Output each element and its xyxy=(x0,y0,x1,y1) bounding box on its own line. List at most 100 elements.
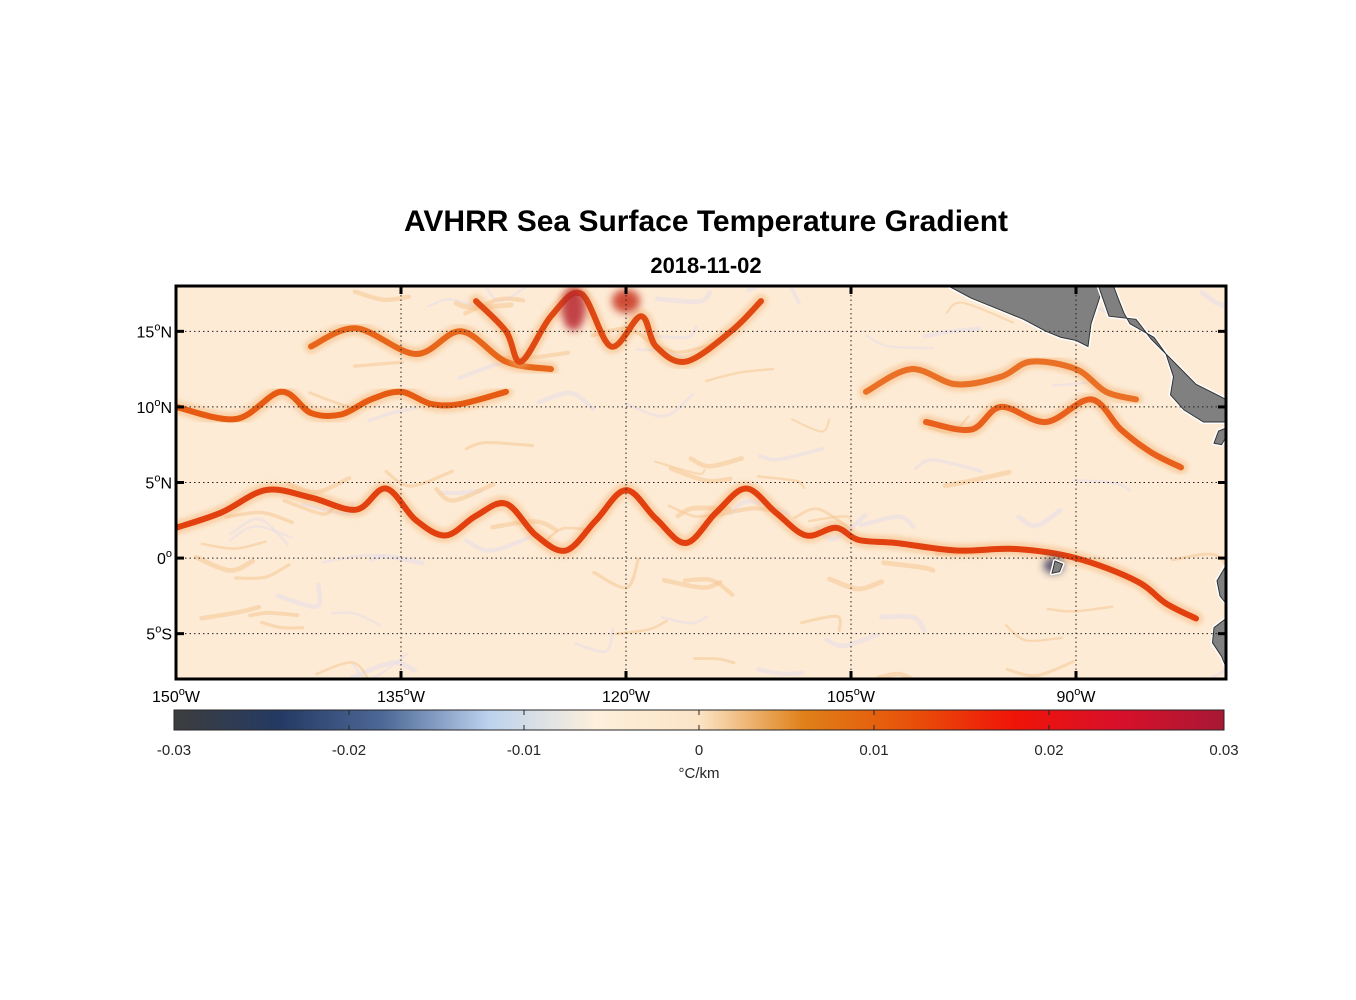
texture-swirl xyxy=(661,577,723,590)
texture-swirl xyxy=(624,393,695,418)
degree-mark: o xyxy=(154,473,160,485)
texture-swirl xyxy=(1005,660,1075,678)
texture-swirl xyxy=(693,657,736,665)
map-title: AVHRR Sea Surface Temperature Gradient xyxy=(403,205,1009,238)
map-subtitle: 2018-11-02 xyxy=(650,253,762,278)
texture-swirl xyxy=(463,534,534,553)
texture-swirl xyxy=(224,510,294,525)
hemisphere-letter: N xyxy=(160,324,172,341)
texture-swirl xyxy=(668,466,733,484)
map.lat_ticks-tick-label: 0o xyxy=(157,548,172,568)
colorbar-tick-label: 0 xyxy=(695,742,703,759)
texture-swirl xyxy=(1004,624,1064,643)
texture-swirl xyxy=(879,613,927,633)
colorbar-label: °C/km xyxy=(679,765,720,782)
upper-front-a xyxy=(473,289,764,365)
hemisphere-letter: N xyxy=(160,400,172,417)
texture-swirl xyxy=(434,482,496,503)
texture-swirl xyxy=(654,290,713,305)
texture-swirl xyxy=(827,576,885,592)
texture-swirl xyxy=(573,627,615,654)
texture-swirl xyxy=(705,367,775,383)
degree-mark: o xyxy=(629,686,635,698)
texture-swirl xyxy=(228,525,293,542)
colorbar-tick-label: 0.03 xyxy=(1209,742,1238,759)
tick-number: 90 xyxy=(1056,689,1074,706)
panama-landmass-outline xyxy=(1213,427,1226,446)
texture-swirl xyxy=(876,671,917,679)
texture-swirl xyxy=(914,458,983,473)
texture-swirl xyxy=(660,615,708,625)
texture-swirl xyxy=(248,610,300,618)
texture-swirl xyxy=(464,441,534,451)
texture-swirl xyxy=(384,469,454,488)
hemisphere-letter: W xyxy=(635,689,651,706)
map.lat_ticks-tick-label: 5oS xyxy=(146,624,172,644)
map.lat_ticks-tick-label: 5oN xyxy=(145,473,172,493)
tick-number: 15 xyxy=(137,324,155,341)
tick-number: 10 xyxy=(137,400,155,417)
equatorial-front xyxy=(176,485,1199,622)
map.lat_ticks-tick-label: 15oN xyxy=(137,321,172,341)
texture-swirl xyxy=(229,517,289,546)
texture-swirl xyxy=(260,620,305,630)
eastern-front xyxy=(923,396,1184,471)
texture-swirl xyxy=(653,460,706,475)
texture-swirl xyxy=(865,334,935,350)
texture-swirl xyxy=(352,289,411,303)
map.lon_ticks-tick-label: 150oW xyxy=(152,686,201,706)
texture-swirl xyxy=(199,604,262,621)
map.lat_ticks-tick-label: 10oN xyxy=(137,397,172,417)
south-america-landmass-outline xyxy=(1216,564,1226,605)
hemisphere-letter: W xyxy=(1080,689,1096,706)
tick-number: 120 xyxy=(602,689,629,706)
texture-swirl xyxy=(315,661,370,679)
colorbar-tick-label: 0.01 xyxy=(859,742,888,759)
texture-swirl xyxy=(536,390,596,411)
central-america-landmass-outline xyxy=(1097,286,1226,423)
degree-mark: o xyxy=(179,686,185,698)
hemisphere-letter: W xyxy=(860,689,876,706)
texture-swirl xyxy=(688,456,744,469)
hemisphere-letter: N xyxy=(160,476,172,493)
land-layer xyxy=(946,286,1226,669)
texture-swirl xyxy=(352,360,405,368)
sst-gradient-fronts xyxy=(176,286,1226,679)
degree-mark: o xyxy=(155,624,161,636)
map.lon_ticks-tick-label: 105oW xyxy=(827,686,876,706)
texture-swirl xyxy=(756,475,806,490)
texture-swirl xyxy=(193,554,255,573)
texture-swirl xyxy=(758,447,825,462)
northern-front-14n xyxy=(308,325,554,373)
texture-swirl xyxy=(653,325,698,340)
hemisphere-letter: W xyxy=(185,689,201,706)
texture-swirl xyxy=(790,418,831,433)
texture-swirl xyxy=(453,300,514,310)
texture-swirl xyxy=(463,296,526,316)
texture-swirl xyxy=(490,519,559,532)
tick-number: 150 xyxy=(152,689,179,706)
texture-swirl xyxy=(1171,552,1226,569)
colorbar-tick-label: -0.02 xyxy=(332,742,366,759)
colorbar-tick-label: -0.03 xyxy=(157,742,191,759)
map-ticks xyxy=(174,286,1226,679)
texture-swirl xyxy=(945,301,1015,324)
upper-front-b xyxy=(863,358,1139,403)
texture-swirl xyxy=(881,560,936,573)
hemisphere-letter: W xyxy=(410,689,426,706)
texture-swirl xyxy=(824,632,880,649)
texture-swirl xyxy=(942,469,1012,488)
colorbar-tick-label: 0.02 xyxy=(1034,742,1063,759)
colorbar: -0.03 -0.02 -0.01 0 0.01 0.02 0.03 °C/km xyxy=(157,709,1239,782)
texture-swirl xyxy=(330,611,381,627)
tick-number: 0 xyxy=(157,551,166,568)
degree-mark: o xyxy=(854,686,860,698)
texture-swirl xyxy=(756,667,805,677)
mexico-landmass-outline xyxy=(948,286,1104,348)
colorbar-tick-label: -0.01 xyxy=(507,742,541,759)
texture-swirl xyxy=(682,577,735,597)
peru-landmass-outline xyxy=(1211,617,1226,668)
texture-swirl xyxy=(858,514,916,529)
